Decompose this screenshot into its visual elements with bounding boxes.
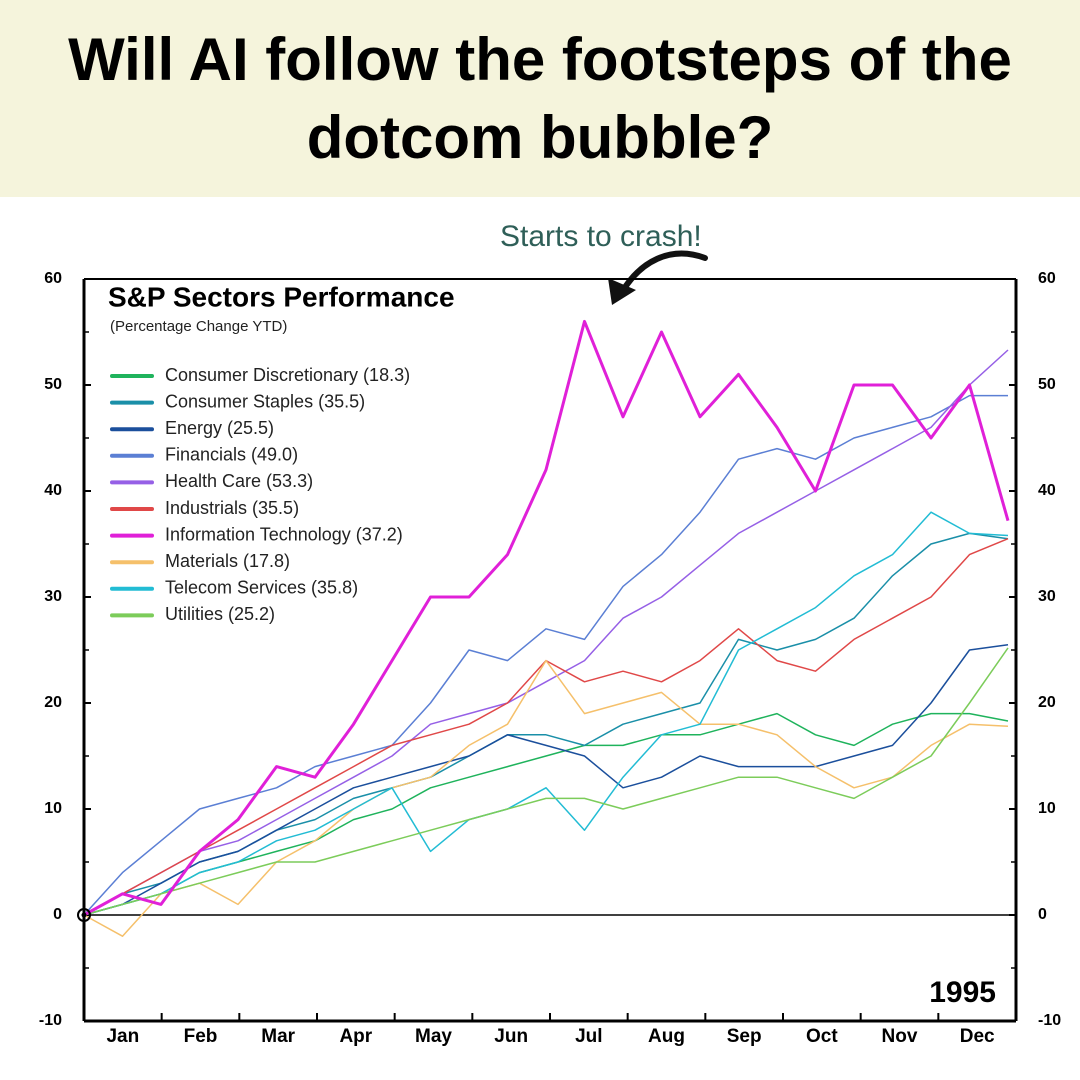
x-tick-label: May <box>415 1026 452 1047</box>
x-tick-label: Nov <box>882 1026 918 1047</box>
series-line <box>83 659 1009 937</box>
year-label: 1995 <box>929 976 996 1009</box>
x-tick-label: Sep <box>727 1026 762 1047</box>
legend-label: Consumer Discretionary (18.3) <box>165 365 410 385</box>
y-tick-label: 50 <box>44 376 62 393</box>
series-line <box>83 349 1009 916</box>
chart-title: S&P Sectors Performance <box>108 281 455 312</box>
y2-tick-label: -10 <box>1038 1012 1061 1029</box>
origin-marker <box>77 908 91 922</box>
x-tick-label: Mar <box>261 1026 295 1047</box>
y-tick-label: -10 <box>39 1012 62 1029</box>
series-line <box>83 643 1009 916</box>
y-tick-label: 60 <box>44 270 62 287</box>
y2-tick-label: 10 <box>1038 800 1056 817</box>
y-tick-label: 20 <box>44 694 62 711</box>
x-tick-label: Aug <box>648 1026 685 1047</box>
annotation-arrowhead <box>608 278 636 305</box>
legend-label: Health Care (53.3) <box>165 471 313 491</box>
y-tick-label: 40 <box>44 482 62 499</box>
legend-label: Energy (25.5) <box>165 418 274 438</box>
legend-label: Information Technology (37.2) <box>165 524 403 544</box>
y-tick-label: 10 <box>44 800 62 817</box>
y-tick-label: 0 <box>53 906 62 923</box>
legend-label: Materials (17.8) <box>165 551 290 571</box>
legend-label: Telecom Services (35.8) <box>165 578 358 598</box>
y-tick-label: 30 <box>44 588 62 605</box>
y2-tick-label: 20 <box>1038 694 1056 711</box>
x-tick-label: Jul <box>575 1026 602 1047</box>
chart-subtitle: (Percentage Change YTD) <box>110 318 287 335</box>
y2-tick-label: 0 <box>1038 906 1047 923</box>
annotation-arrow <box>619 250 708 295</box>
x-tick-label: Jan <box>106 1026 139 1047</box>
annotation: Starts to crash! <box>500 220 702 253</box>
series-line <box>83 647 1009 916</box>
series-line <box>83 394 1008 916</box>
x-tick-label: Dec <box>960 1026 995 1047</box>
series-line <box>83 511 1009 916</box>
legend-label: Utilities (25.2) <box>165 604 275 624</box>
series-line <box>83 712 1009 916</box>
x-tick-label: Jun <box>494 1026 528 1047</box>
x-tick-label: Oct <box>806 1026 838 1047</box>
origin-dot <box>81 912 87 918</box>
y2-tick-label: 40 <box>1038 482 1056 499</box>
page-title: Will AI follow the footsteps of the dotc… <box>68 25 1012 171</box>
legend-label: Consumer Staples (35.5) <box>165 391 365 411</box>
x-tick-label: Apr <box>339 1026 372 1047</box>
legend-label: Industrials (35.5) <box>165 498 299 518</box>
legend-label: Financials (49.0) <box>165 445 298 465</box>
y2-tick-label: 30 <box>1038 588 1056 605</box>
y2-tick-label: 50 <box>1038 376 1056 393</box>
header: Will AI follow the footsteps of the dotc… <box>0 0 1080 197</box>
series-line <box>83 319 1010 917</box>
y2-tick-label: 60 <box>1038 270 1056 287</box>
x-tick-label: Feb <box>184 1026 218 1047</box>
